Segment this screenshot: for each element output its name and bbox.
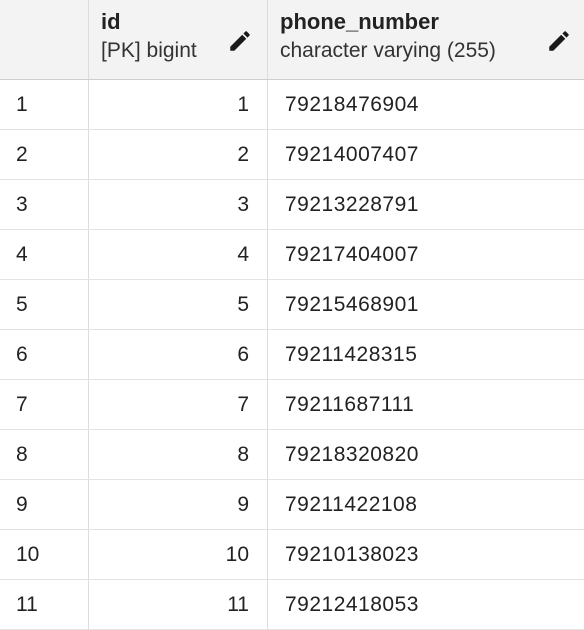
table-row[interactable]: 6 6 79211428315 — [0, 330, 584, 380]
table-row[interactable]: 2 2 79214007407 — [0, 130, 584, 180]
phone-number-cell[interactable]: 79218476904 — [285, 93, 419, 116]
row-number-cell[interactable]: 9 — [0, 480, 89, 529]
id-cell[interactable]: 10 — [89, 530, 268, 579]
table-row[interactable]: 4 4 79217404007 — [0, 230, 584, 280]
phone-number-cell[interactable]: 79210138023 — [285, 543, 419, 566]
id-cell[interactable]: 5 — [89, 280, 268, 329]
column-header-phone-text: phone_number character varying (255) — [280, 8, 496, 66]
phone-number-cell[interactable]: 79218320820 — [285, 443, 419, 466]
phone-number-cell[interactable]: 79213228791 — [285, 193, 419, 216]
id-cell[interactable]: 2 — [89, 130, 268, 179]
phone-number-cell[interactable]: 79211687111 — [285, 393, 415, 416]
phone-number-cell[interactable]: 79217404007 — [285, 243, 419, 266]
column-name-phone-number: phone_number — [280, 9, 439, 34]
phone-number-cell[interactable]: 79215468901 — [285, 293, 419, 316]
phone-number-cell[interactable]: 79211422108 — [285, 493, 418, 516]
table-row[interactable]: 3 3 79213228791 — [0, 180, 584, 230]
table-row[interactable]: 9 9 79211422108 — [0, 480, 584, 530]
row-number-header[interactable] — [0, 0, 89, 79]
id-cell[interactable]: 9 — [89, 480, 268, 529]
column-type-phone-number: character varying (255) — [280, 39, 496, 62]
row-number-cell[interactable]: 7 — [0, 380, 89, 429]
pencil-icon[interactable] — [227, 28, 253, 54]
pencil-icon[interactable] — [546, 28, 572, 54]
id-cell[interactable]: 4 — [89, 230, 268, 279]
id-cell[interactable]: 7 — [89, 380, 268, 429]
id-cell[interactable]: 3 — [89, 180, 268, 229]
row-number-cell[interactable]: 5 — [0, 280, 89, 329]
phone-number-cell[interactable]: 79211428315 — [285, 343, 418, 366]
table-row[interactable]: 11 11 79212418053 — [0, 580, 584, 630]
row-number-cell[interactable]: 11 — [0, 580, 89, 629]
id-cell[interactable]: 8 — [89, 430, 268, 479]
column-header-id-text: id [PK] bigint — [101, 8, 197, 66]
row-number-cell[interactable]: 4 — [0, 230, 89, 279]
table-row[interactable]: 1 1 79218476904 — [0, 80, 584, 130]
table-row[interactable]: 7 7 79211687111 — [0, 380, 584, 430]
column-header-id[interactable]: id [PK] bigint — [89, 0, 268, 79]
table-row[interactable]: 8 8 79218320820 — [0, 430, 584, 480]
row-number-cell[interactable]: 10 — [0, 530, 89, 579]
table-row[interactable]: 5 5 79215468901 — [0, 280, 584, 330]
column-type-id: [PK] bigint — [101, 39, 197, 62]
row-number-cell[interactable]: 3 — [0, 180, 89, 229]
grid-header-row: id [PK] bigint phone_number character va… — [0, 0, 584, 80]
id-cell[interactable]: 1 — [89, 80, 268, 129]
phone-number-cell[interactable]: 79212418053 — [285, 593, 419, 616]
row-number-cell[interactable]: 8 — [0, 430, 89, 479]
row-number-cell[interactable]: 6 — [0, 330, 89, 379]
id-cell[interactable]: 6 — [89, 330, 268, 379]
id-cell[interactable]: 11 — [89, 580, 268, 629]
table-row[interactable]: 10 10 79210138023 — [0, 530, 584, 580]
column-name-id: id — [101, 9, 121, 34]
row-number-cell[interactable]: 2 — [0, 130, 89, 179]
phone-number-cell[interactable]: 79214007407 — [285, 143, 419, 166]
column-header-phone-number[interactable]: phone_number character varying (255) — [268, 0, 584, 79]
row-number-cell[interactable]: 1 — [0, 80, 89, 129]
